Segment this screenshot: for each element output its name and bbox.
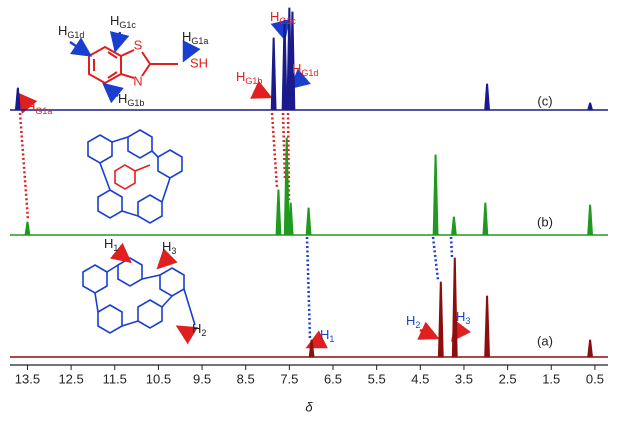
x-tick-label: 9.5: [193, 371, 211, 386]
peak: [308, 339, 315, 358]
arrows-a: [16, 80, 471, 349]
annotation-sub: G1d: [301, 68, 318, 78]
peak: [305, 207, 312, 236]
peak: [587, 102, 594, 111]
peak: [432, 154, 439, 236]
annotation-sub: 1: [329, 334, 334, 344]
x-tick-label: 7.5: [280, 371, 298, 386]
x-tick-label: 12.5: [58, 371, 83, 386]
peak: [287, 202, 294, 236]
annotation: H1: [104, 236, 118, 253]
annotation: HG1a: [26, 99, 52, 116]
annotation: HG1b: [118, 91, 144, 108]
peak: [484, 83, 491, 111]
annotation-sub: 3: [465, 316, 470, 326]
annotation-sub: 1: [113, 243, 118, 253]
annotation: HG1c: [110, 13, 136, 30]
peak: [14, 87, 21, 111]
annotation-text: H: [270, 9, 279, 24]
peak: [281, 19, 288, 111]
annotation-text: H: [110, 13, 119, 28]
annotation-text: H: [182, 29, 191, 44]
annotation-text: H: [320, 327, 329, 342]
annotation-text: H: [162, 239, 171, 254]
annotation: H1: [320, 327, 334, 344]
x-tick-label: 6.5: [324, 371, 342, 386]
peak: [450, 216, 457, 236]
x-tick-label: 3.5: [455, 371, 473, 386]
peak: [24, 221, 31, 236]
peak: [289, 11, 296, 111]
annotation-sub: G1b: [127, 98, 144, 108]
x-tick-label: 10.5: [146, 371, 171, 386]
annotation-text: H: [292, 61, 301, 76]
annotation-text: H: [192, 321, 201, 336]
structure-label: N: [133, 73, 142, 88]
structure-label: S: [134, 37, 143, 52]
peak: [587, 204, 594, 236]
annotation-text: H: [104, 236, 113, 251]
annotation: H2: [192, 321, 206, 338]
annotation: HG1c: [270, 9, 296, 26]
x-tick-label: 0.5: [586, 371, 604, 386]
peak: [275, 189, 282, 236]
guest-b: [114, 164, 151, 190]
annotation-text: H: [406, 313, 415, 328]
x-axis-label: δ: [305, 399, 313, 414]
x-tick-label: 2.5: [499, 371, 517, 386]
annotation-sub: 2: [415, 320, 420, 330]
peak: [437, 281, 444, 358]
peak: [484, 295, 491, 358]
annotation: H3: [456, 309, 470, 326]
annotation-sub: G1c: [119, 20, 136, 30]
annotation-sub: G1a: [191, 36, 208, 46]
peak: [587, 339, 594, 358]
structure-label: SH: [190, 55, 208, 70]
x-tick-label: 4.5: [411, 371, 429, 386]
annotation: HG1d: [58, 23, 84, 40]
legend-label: (b): [537, 214, 553, 229]
annotation-text: H: [26, 99, 35, 114]
x-tick-label: 5.5: [368, 371, 386, 386]
annotation-text: H: [236, 69, 245, 84]
structure-b: [87, 129, 183, 224]
annotation: HG1b: [236, 69, 262, 86]
x-tick-label: 1.5: [542, 371, 560, 386]
annotation-sub: 2: [201, 328, 206, 338]
annotation-sub: 3: [171, 246, 176, 256]
annotation: H2: [406, 313, 420, 330]
annotation: HG1a: [182, 29, 208, 46]
x-tick-label: 11.5: [103, 371, 127, 386]
annotation-sub: G1a: [35, 106, 52, 116]
connectors: [18, 112, 454, 339]
annotation-text: H: [456, 309, 465, 324]
annotation-sub: G1d: [67, 30, 84, 40]
peak: [482, 202, 489, 236]
annotation-text: H: [118, 91, 127, 106]
annotation-text: H: [58, 23, 67, 38]
legend-label: (c): [537, 93, 552, 108]
peak: [283, 137, 290, 236]
annotation-sub: G1b: [245, 76, 262, 86]
peak: [270, 37, 277, 111]
structure-a: [82, 257, 196, 334]
legend-label: (a): [537, 333, 553, 348]
x-tick-label: 13.5: [15, 371, 40, 386]
x-tick-label: 8.5: [237, 371, 255, 386]
annotation-sub: G1c: [279, 16, 296, 26]
arrows-c: [69, 31, 201, 104]
annotation: H3: [162, 239, 176, 256]
peak: [451, 257, 458, 358]
annotation: HG1d: [292, 61, 318, 78]
